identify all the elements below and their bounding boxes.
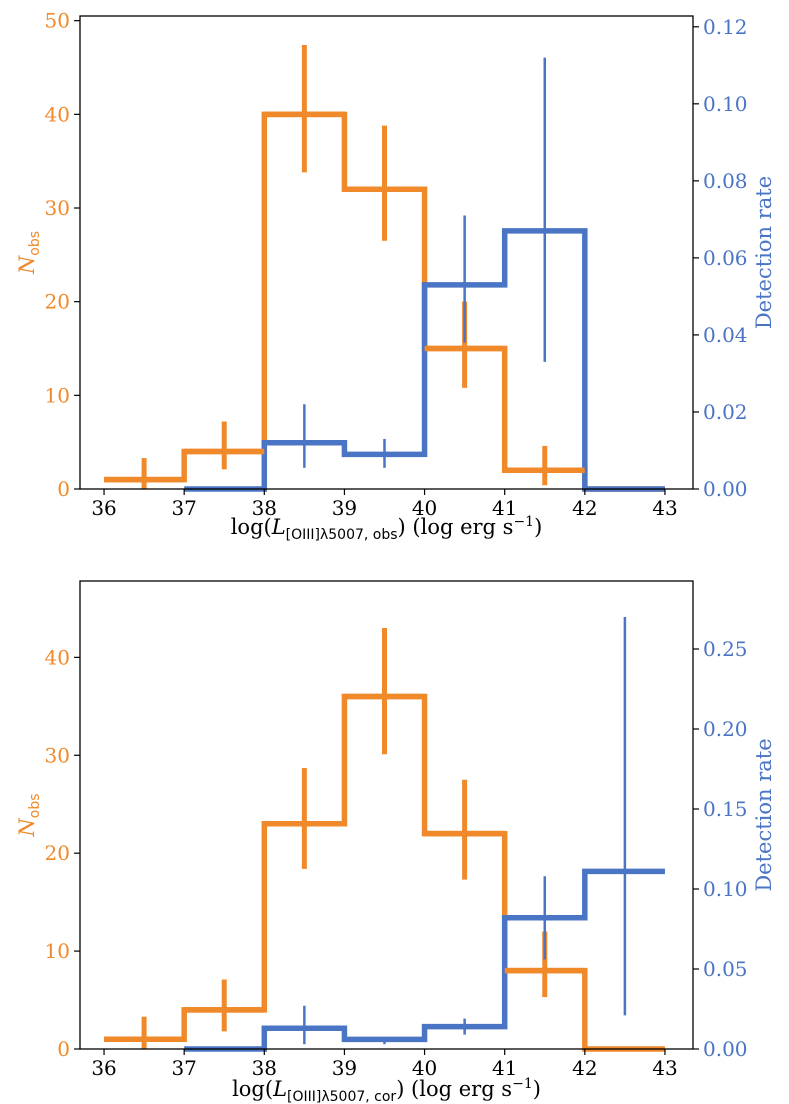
detection-rate-histogram-line bbox=[184, 228, 665, 492]
x-tick-label: 43 bbox=[652, 496, 677, 520]
left-tick-label: 20 bbox=[45, 841, 70, 865]
left-tick-label: 30 bbox=[45, 196, 70, 220]
chart-panel-1: 36 37 38 39 40 41 42 43 0 10 20 30 40 50 0.00 0.02 0.04 0… bbox=[15, 9, 776, 543]
x-tick-label: 37 bbox=[171, 496, 196, 520]
x-tick-label: 36 bbox=[91, 496, 116, 520]
x-tick-label: 40 bbox=[412, 496, 437, 520]
x-tick-label: 38 bbox=[252, 496, 277, 520]
right-tick-label: 0.20 bbox=[703, 717, 748, 741]
x-tick-label: 42 bbox=[572, 1056, 597, 1080]
left-tick-label: 20 bbox=[45, 290, 70, 314]
left-tick-label: 40 bbox=[45, 102, 70, 126]
right-tick-label: 0.06 bbox=[703, 246, 748, 270]
x-axis-label: log(L[OIII]λ5007, obs) (log erg s−1) bbox=[231, 514, 543, 543]
left-tick-label: 50 bbox=[45, 9, 70, 33]
right-tick-label: 0.00 bbox=[703, 477, 748, 501]
right-axis-label: Detection rate bbox=[752, 738, 776, 891]
right-axis-label: Detection rate bbox=[752, 176, 776, 329]
x-tick-label: 40 bbox=[412, 1056, 437, 1080]
axes-frame bbox=[79, 580, 694, 1050]
left-tick-label: 40 bbox=[45, 645, 70, 669]
right-tick-label: 0.12 bbox=[703, 15, 748, 39]
x-tick-label: 39 bbox=[332, 1056, 357, 1080]
chart-panel-2: 36 37 38 39 40 41 42 43 0 10 20 30 40 0.00 0.05 0.10 0.1… bbox=[15, 580, 776, 1104]
right-tick-label: 0.00 bbox=[703, 1037, 748, 1061]
detection-rate-histogram-line bbox=[184, 868, 665, 1052]
right-tick-label: 0.15 bbox=[703, 797, 748, 821]
left-tick-label: 10 bbox=[45, 383, 70, 407]
right-tick-label: 0.02 bbox=[703, 400, 748, 424]
x-tick-label: 39 bbox=[332, 496, 357, 520]
right-tick-label: 0.05 bbox=[703, 957, 748, 981]
x-tick-label: 38 bbox=[252, 1056, 277, 1080]
left-axis-label: Nobs bbox=[15, 231, 43, 275]
x-tick-label: 43 bbox=[652, 1056, 677, 1080]
right-tick-label: 0.04 bbox=[703, 323, 748, 347]
x-tick-label: 37 bbox=[171, 1056, 196, 1080]
x-axis-label: log(L[OIII]λ5007, cor) (log erg s−1) bbox=[232, 1076, 541, 1104]
right-tick-label: 0.25 bbox=[703, 637, 748, 661]
right-tick-label: 0.10 bbox=[703, 877, 748, 901]
x-tick-label: 41 bbox=[492, 496, 517, 520]
x-tick-label: 42 bbox=[572, 496, 597, 520]
left-tick-label: 30 bbox=[45, 743, 70, 767]
left-tick-label: 0 bbox=[57, 1037, 70, 1061]
x-tick-label: 41 bbox=[492, 1056, 517, 1080]
left-tick-label: 10 bbox=[45, 939, 70, 963]
right-tick-label: 0.08 bbox=[703, 169, 748, 193]
axes-frame bbox=[79, 15, 694, 490]
left-axis-label: Nobs bbox=[15, 793, 43, 837]
right-tick-label: 0.10 bbox=[703, 92, 748, 116]
left-tick-label: 0 bbox=[57, 477, 70, 501]
x-tick-label: 36 bbox=[91, 1056, 116, 1080]
